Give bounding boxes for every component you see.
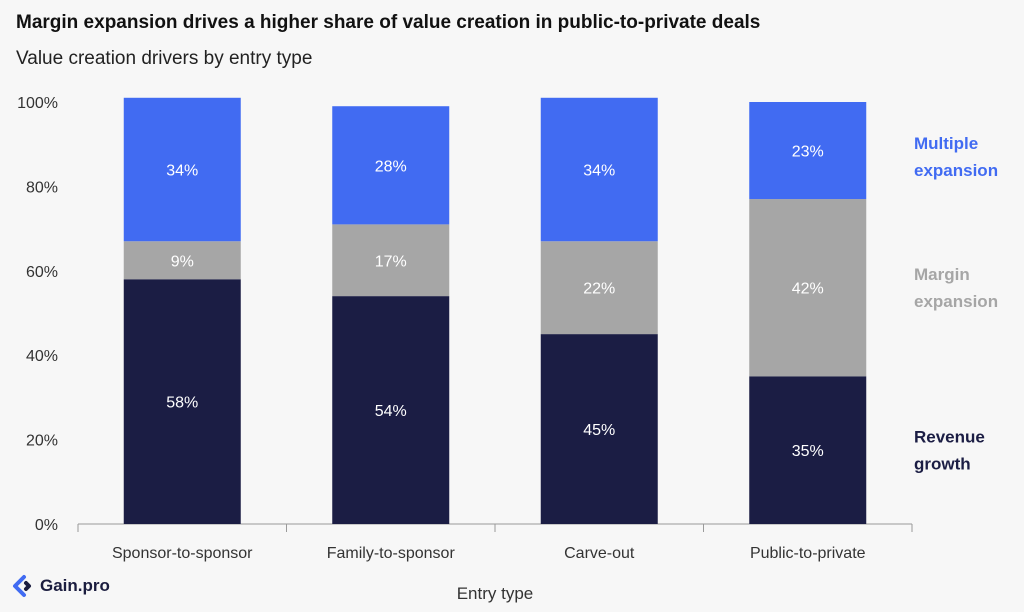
data-label: 54% [375, 403, 407, 420]
data-label: 58% [166, 395, 198, 412]
chart-subtitle: Value creation drivers by entry type [16, 48, 313, 69]
y-tick-label: 0% [35, 517, 58, 534]
legend-label: Revenue [914, 428, 985, 447]
chart-title: Margin expansion drives a higher share o… [16, 12, 761, 33]
x-tick-label: Public-to-private [750, 545, 866, 562]
bar-segment [749, 376, 867, 524]
bar-segment [540, 241, 658, 335]
y-tick-label: 100% [17, 95, 58, 112]
data-label: 34% [166, 163, 198, 180]
bar-segment [123, 241, 241, 280]
y-tick-label: 60% [26, 264, 58, 281]
data-label: 22% [583, 281, 615, 298]
bar-segment [540, 334, 658, 524]
bar-segment [332, 296, 450, 524]
bar-segment [540, 97, 658, 242]
gain-pro-logo-icon [13, 575, 31, 597]
bar-segment [332, 106, 450, 225]
data-label: 17% [375, 253, 407, 270]
legend-label: expansion [914, 292, 998, 311]
y-tick-label: 20% [26, 433, 58, 450]
x-axis-title: Entry type [457, 584, 534, 603]
data-label: 9% [171, 253, 194, 270]
x-tick-label: Carve-out [564, 545, 635, 562]
bar-segment [123, 279, 241, 524]
data-label: 34% [583, 163, 615, 180]
x-tick-label: Family-to-sponsor [327, 545, 456, 562]
bar-segment [749, 102, 867, 200]
y-tick-label: 80% [26, 179, 58, 196]
brand-logo: Gain.pro [10, 574, 110, 598]
brand-name: Gain.pro [40, 576, 110, 595]
data-label: 23% [792, 144, 824, 161]
bar-segment [332, 224, 450, 297]
legend-label: growth [914, 455, 971, 474]
y-tick-label: 40% [26, 348, 58, 365]
bar-segment [749, 199, 867, 377]
data-label: 28% [375, 158, 407, 175]
bar-segment [123, 97, 241, 242]
data-label: 35% [792, 443, 824, 460]
data-label: 45% [583, 422, 615, 439]
legend-label: Margin [914, 265, 970, 284]
data-label: 42% [792, 281, 824, 298]
x-tick-label: Sponsor-to-sponsor [112, 545, 253, 562]
legend-label: Multiple [914, 134, 978, 153]
legend-label: expansion [914, 161, 998, 180]
